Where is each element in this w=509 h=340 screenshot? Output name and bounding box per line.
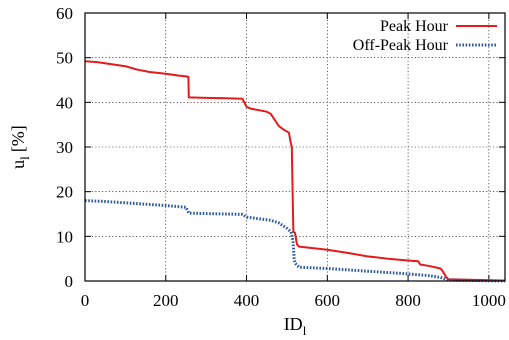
y-tick-label: 0	[65, 272, 74, 291]
x-axis-label-subscript: l	[303, 323, 307, 338]
x-tick-label: 400	[234, 291, 260, 310]
x-axis-label: IDl	[284, 314, 307, 338]
grid	[85, 13, 505, 281]
legend: Peak Hour Off-Peak Hour	[353, 18, 497, 54]
y-tick-label: 20	[56, 183, 73, 202]
y-tick-label: 50	[56, 49, 73, 68]
x-tick-label: 0	[81, 291, 90, 310]
x-tick-label: 800	[395, 291, 421, 310]
series-line-off-peak-hour	[84, 199, 506, 283]
x-tick-label: 200	[153, 291, 179, 310]
y-tick-label: 10	[56, 227, 73, 246]
y-axis-label: ul[%]	[8, 125, 32, 169]
series-lines	[84, 60, 506, 283]
plot-frame	[84, 12, 506, 282]
y-axis-label-unit: [%]	[8, 125, 28, 152]
legend-label-peak-hour: Peak Hour	[380, 18, 449, 35]
series-line-peak-hour	[84, 60, 506, 282]
axis-ticks: 0 200 400 600 800 1000 0 10 20 30 40 50 60	[56, 4, 506, 310]
x-tick-label: 1000	[472, 291, 506, 310]
x-tick-label: 600	[315, 291, 341, 310]
legend-label-off-peak-hour: Off-Peak Hour	[353, 37, 449, 54]
y-axis-label-subscript: l	[17, 156, 32, 160]
y-tick-label: 30	[56, 138, 73, 157]
y-tick-label: 40	[56, 93, 73, 112]
y-tick-label: 60	[56, 4, 73, 23]
